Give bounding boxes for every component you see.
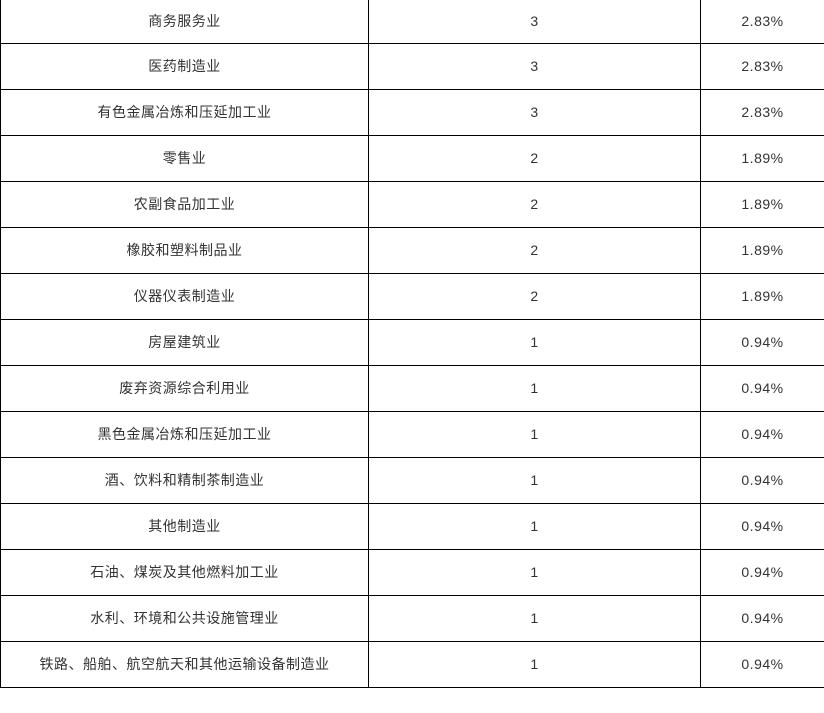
- table-row: 废弃资源综合利用业 1 0.94%: [0, 364, 824, 412]
- industry-cell: 房屋建筑业: [0, 318, 369, 366]
- industry-cell: 铁路、船舶、航空航天和其他运输设备制造业: [0, 640, 369, 688]
- industry-cell: 零售业: [0, 134, 369, 182]
- percentage-cell: 1.89%: [700, 180, 824, 228]
- table-row: 房屋建筑业 1 0.94%: [0, 318, 824, 366]
- count-cell: 1: [368, 640, 701, 688]
- industry-cell: 商务服务业: [0, 0, 369, 44]
- table-row: 黑色金属冶炼和压延加工业 1 0.94%: [0, 410, 824, 458]
- table-row: 橡胶和塑料制品业 2 1.89%: [0, 226, 824, 274]
- percentage-cell: 0.94%: [700, 502, 824, 550]
- percentage-cell: 1.89%: [700, 272, 824, 320]
- industry-cell: 酒、饮料和精制茶制造业: [0, 456, 369, 504]
- industry-cell: 废弃资源综合利用业: [0, 364, 369, 412]
- industry-cell: 农副食品加工业: [0, 180, 369, 228]
- industry-cell: 石油、煤炭及其他燃料加工业: [0, 548, 369, 596]
- count-cell: 1: [368, 456, 701, 504]
- industry-cell: 仪器仪表制造业: [0, 272, 369, 320]
- count-cell: 3: [368, 88, 701, 136]
- count-cell: 2: [368, 226, 701, 274]
- count-cell: 1: [368, 548, 701, 596]
- count-cell: 1: [368, 318, 701, 366]
- count-cell: 1: [368, 364, 701, 412]
- count-cell: 1: [368, 594, 701, 642]
- percentage-cell: 0.94%: [700, 594, 824, 642]
- table-row: 商务服务业 3 2.83%: [0, 0, 824, 44]
- count-cell: 1: [368, 410, 701, 458]
- industry-cell: 橡胶和塑料制品业: [0, 226, 369, 274]
- percentage-cell: 0.94%: [700, 364, 824, 412]
- count-cell: 2: [368, 134, 701, 182]
- percentage-cell: 2.83%: [700, 0, 824, 44]
- table-row: 石油、煤炭及其他燃料加工业 1 0.94%: [0, 548, 824, 596]
- industry-distribution-table: 商务服务业 3 2.83% 医药制造业 3 2.83% 有色金属冶炼和压延加工业 3 2.83%…: [0, 0, 824, 688]
- percentage-cell: 1.89%: [700, 226, 824, 274]
- table-row: 水利、环境和公共设施管理业 1 0.94%: [0, 594, 824, 642]
- count-cell: 2: [368, 180, 701, 228]
- percentage-cell: 2.83%: [700, 42, 824, 90]
- count-cell: 3: [368, 0, 701, 44]
- percentage-cell: 0.94%: [700, 640, 824, 688]
- industry-cell: 其他制造业: [0, 502, 369, 550]
- industry-cell: 有色金属冶炼和压延加工业: [0, 88, 369, 136]
- table-row: 其他制造业 1 0.94%: [0, 502, 824, 550]
- table-row: 有色金属冶炼和压延加工业 3 2.83%: [0, 88, 824, 136]
- table-row: 医药制造业 3 2.83%: [0, 42, 824, 90]
- count-cell: 1: [368, 502, 701, 550]
- industry-cell: 黑色金属冶炼和压延加工业: [0, 410, 369, 458]
- percentage-cell: 0.94%: [700, 410, 824, 458]
- percentage-cell: 0.94%: [700, 318, 824, 366]
- table-row: 酒、饮料和精制茶制造业 1 0.94%: [0, 456, 824, 504]
- percentage-cell: 0.94%: [700, 456, 824, 504]
- percentage-cell: 0.94%: [700, 548, 824, 596]
- table-row: 仪器仪表制造业 2 1.89%: [0, 272, 824, 320]
- count-cell: 2: [368, 272, 701, 320]
- table-row: 铁路、船舶、航空航天和其他运输设备制造业 1 0.94%: [0, 640, 824, 688]
- table-row: 农副食品加工业 2 1.89%: [0, 180, 824, 228]
- table-body: 商务服务业 3 2.83% 医药制造业 3 2.83% 有色金属冶炼和压延加工业 3 2.83%…: [0, 0, 824, 688]
- percentage-cell: 1.89%: [700, 134, 824, 182]
- table-row: 零售业 2 1.89%: [0, 134, 824, 182]
- count-cell: 3: [368, 42, 701, 90]
- industry-cell: 水利、环境和公共设施管理业: [0, 594, 369, 642]
- percentage-cell: 2.83%: [700, 88, 824, 136]
- industry-cell: 医药制造业: [0, 42, 369, 90]
